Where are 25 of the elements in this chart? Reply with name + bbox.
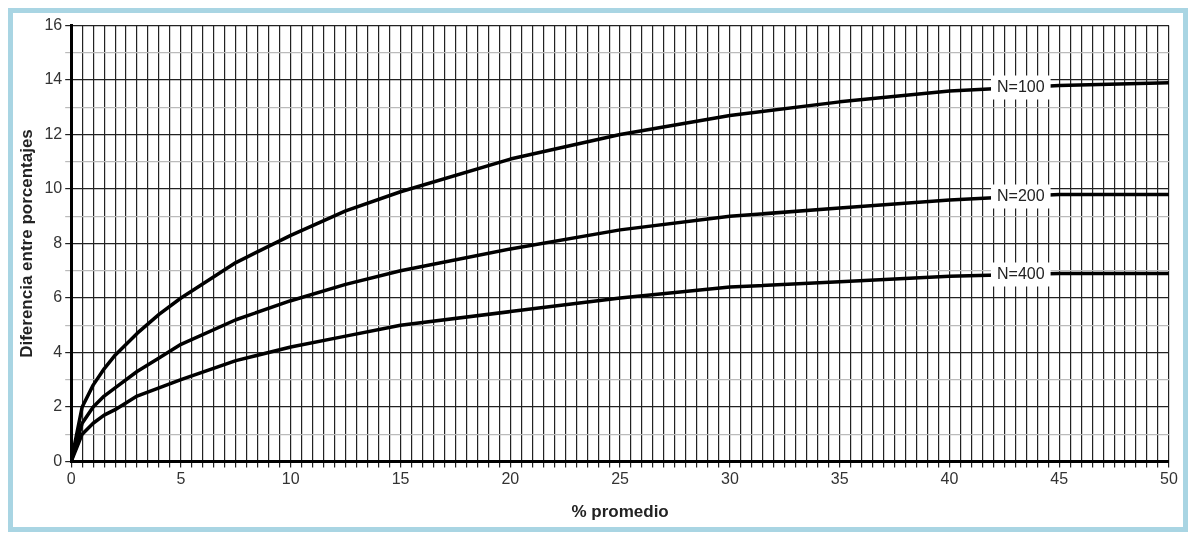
y-tick-label: 4 xyxy=(53,342,63,360)
x-tick-label: 15 xyxy=(391,470,410,488)
series-label: N=400 xyxy=(997,264,1045,282)
x-tick-label: 30 xyxy=(720,470,739,488)
x-tick-label: 10 xyxy=(281,470,300,488)
y-tick-label: 14 xyxy=(44,70,63,88)
y-axis-title: Diferencia entre porcentajes xyxy=(16,129,36,358)
y-tick-label: 0 xyxy=(53,451,63,469)
x-tick-label: 45 xyxy=(1050,470,1069,488)
y-tick-label: 10 xyxy=(44,179,63,197)
y-tick-label: 8 xyxy=(53,233,63,251)
x-tick-label: 50 xyxy=(1160,470,1178,488)
x-tick-label: 5 xyxy=(176,470,186,488)
series-label: N=100 xyxy=(997,77,1045,95)
x-tick-label: 35 xyxy=(830,470,849,488)
x-tick-label: 0 xyxy=(66,470,76,488)
y-tick-label: 16 xyxy=(44,16,63,34)
x-tick-label: 40 xyxy=(940,470,959,488)
x-axis-title: % promedio xyxy=(571,502,669,522)
y-tick-label: 12 xyxy=(44,124,63,142)
x-tick-label: 25 xyxy=(611,470,630,488)
y-tick-label: 6 xyxy=(53,288,63,306)
y-tick-label: 2 xyxy=(53,397,63,415)
x-tick-label: 20 xyxy=(501,470,520,488)
series-label: N=200 xyxy=(997,186,1045,204)
